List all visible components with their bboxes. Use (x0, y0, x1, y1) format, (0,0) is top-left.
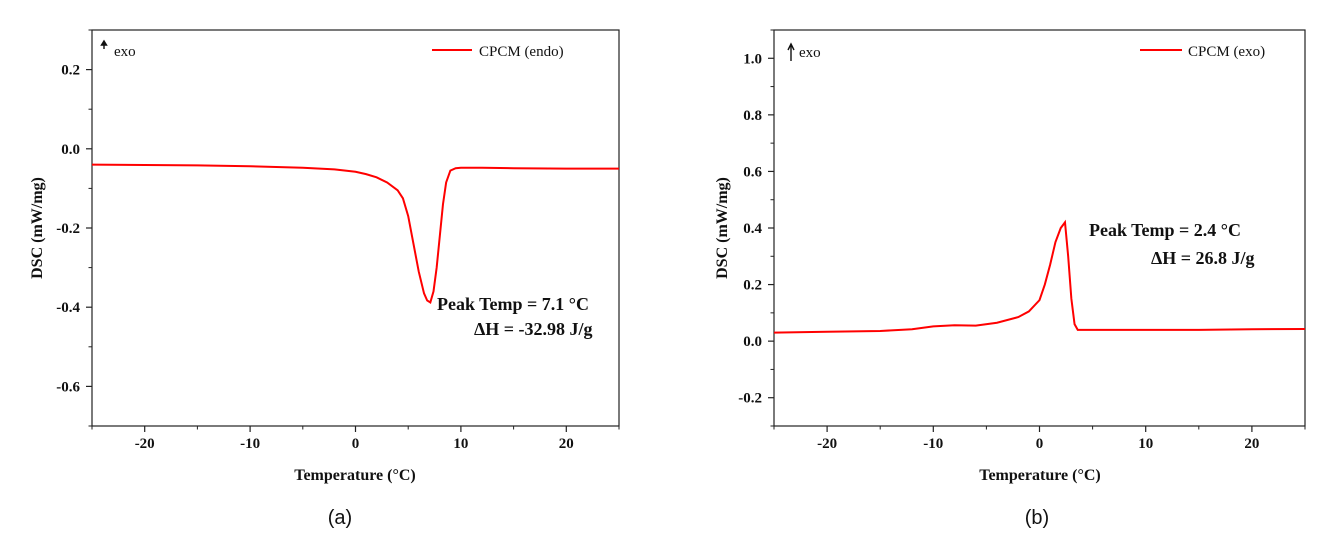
y-tick-label: -0.2 (56, 221, 80, 237)
x-axis-title-a: Temperature (°C) (294, 467, 415, 484)
legend-label-b: CPCM (exo) (1188, 44, 1265, 60)
x-tick-labels-a: -20 -10 0 10 20 (135, 436, 574, 452)
legend-label-a: CPCM (endo) (479, 44, 564, 60)
exo-label-a: exo (114, 44, 136, 60)
x-tick-label: 0 (352, 436, 360, 452)
series-line-a (91, 163, 619, 305)
y-axis-title-b: DSC (mW/mg) (714, 177, 731, 279)
plot-frame-a (91, 29, 620, 427)
y-tick-labels-b: 1.0 0.8 0.6 0.4 0.2 0.0 -0.2 (738, 51, 762, 406)
x-axis-title-b: Temperature (°C) (979, 467, 1100, 484)
y-tick-label: 0.2 (61, 63, 80, 79)
panel-caption-a: (a) (328, 507, 352, 529)
x-tick-label: -10 (240, 436, 260, 452)
x-tick-label: -20 (817, 436, 837, 452)
exo-arrow-icon (787, 42, 795, 61)
y-tick-label: 0.2 (743, 278, 762, 294)
y-axis-title-a: DSC (mW/mg) (29, 177, 46, 279)
delta-h-annotation-a: ΔH = -32.98 J/g (474, 319, 593, 339)
x-tick-label: 20 (559, 436, 574, 452)
delta-h-annotation-b: ΔH = 26.8 J/g (1151, 248, 1255, 268)
x-tick-label: -20 (135, 436, 155, 452)
y-tick-label: 0.8 (743, 108, 762, 124)
y-tick-label: -0.2 (738, 391, 762, 407)
exo-label-b: exo (799, 45, 821, 61)
peak-temp-annotation-a: Peak Temp = 7.1 °C (437, 294, 589, 314)
y-tick-label: 0.0 (61, 142, 80, 158)
peak-temp-annotation-b: Peak Temp = 2.4 °C (1089, 220, 1241, 240)
x-tick-label: 20 (1244, 436, 1259, 452)
x-tick-label: -10 (923, 436, 943, 452)
series-line-b (773, 219, 1306, 334)
panel-caption-b: (b) (1025, 507, 1049, 529)
x-tick-label: 10 (1138, 436, 1153, 452)
tick-marks-b (768, 29, 1306, 432)
x-tick-label: 10 (453, 436, 468, 452)
x-tick-label: 0 (1036, 436, 1044, 452)
chart-panel-a: -20 -10 0 10 20 0.2 0.0 -0.2 -0.4 -0.6 exo CPCM … (29, 29, 620, 529)
x-tick-labels-b: -20 -10 0 10 20 (817, 436, 1259, 452)
y-tick-labels-a: 0.2 0.0 -0.2 -0.4 -0.6 (56, 63, 80, 396)
chart-panel-b: -20 -10 0 10 20 1.0 0.8 0.6 0.4 0.2 0.0 -0.2 exo C… (714, 29, 1306, 529)
y-tick-label: 0.0 (743, 334, 762, 350)
y-tick-label: 0.4 (743, 221, 762, 237)
y-tick-label: 1.0 (743, 51, 762, 67)
y-tick-label: -0.4 (56, 300, 80, 316)
exo-arrow-icon (100, 39, 108, 49)
y-tick-label: 0.6 (743, 164, 762, 180)
y-tick-label: -0.6 (56, 379, 80, 395)
tick-marks-a (86, 29, 620, 432)
